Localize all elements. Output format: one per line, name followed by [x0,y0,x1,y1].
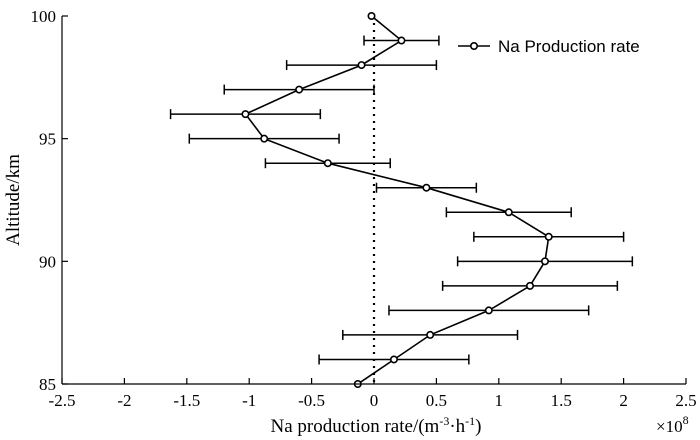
x-tick-label: 2 [619,391,628,410]
axes: -2.5 -2 -1.5 -1 -0.5 0 0.5 1 1.5 2 2.5 85 90 95 100 [31,7,697,410]
data-point [389,355,398,364]
y-axis-title: Altitude/km [3,154,24,246]
data-point [426,330,435,339]
x-axis-multiplier: ×108 [656,413,689,436]
data-point [323,159,332,168]
x-tick-label: 0 [370,391,379,410]
legend-box [450,30,680,64]
y-tick-label: 90 [39,252,56,271]
y-tick-label: 95 [39,130,56,149]
x-tick-label: -1.5 [173,391,200,410]
series-line [244,15,550,385]
y-tick-label: 100 [31,7,57,26]
data-point [295,85,304,94]
data-point [540,257,549,266]
data-point [544,232,553,241]
x-tick-label: -1 [242,391,256,410]
x-tick-label: -2 [117,391,131,410]
data-point [422,183,431,192]
legend: Na Production rate [450,30,680,64]
data-point [260,134,269,143]
x-tick-label: 2.5 [675,391,696,410]
data-point [504,208,513,217]
plot-area [169,12,634,388]
data-point [525,281,534,290]
x-axis-title: Na production rate/(m-3·h-1) [271,414,482,437]
x-tick-label: -2.5 [49,391,76,410]
data-point [357,61,366,70]
legend-marker-sample [469,41,478,50]
y-tick-label: 85 [39,375,56,394]
x-tick-label: 0.5 [426,391,447,410]
legend-label: Na Production rate [498,37,640,56]
x-tick-label: 1 [495,391,504,410]
data-point [397,36,406,45]
data-point [241,110,250,119]
data-point [367,12,376,21]
data-point [484,306,493,315]
x-tick-label: 1.5 [551,391,572,410]
x-tick-label: -0.5 [298,391,325,410]
